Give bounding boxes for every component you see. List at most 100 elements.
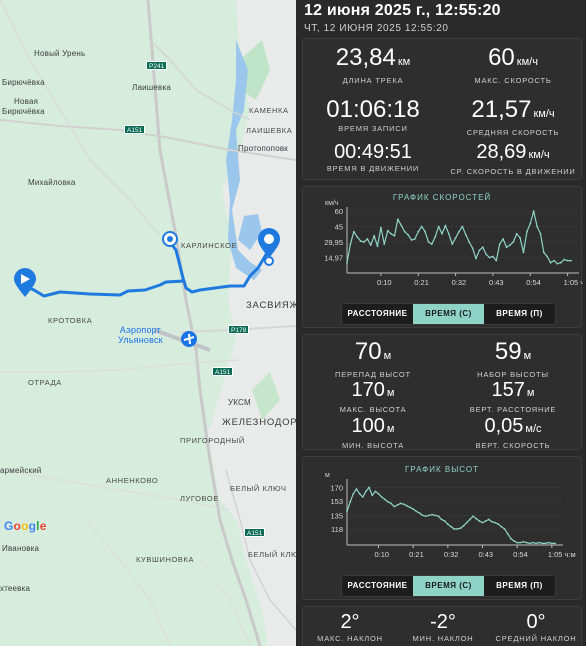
chart-point [546,255,549,258]
chart-point [358,492,361,495]
map-label-zasviyazh: ЗАСВИЯЖ [246,300,296,311]
google-logo-letter: g [28,519,37,533]
speed-toggle-distance[interactable]: РАССТОЯНИЕ [347,309,408,318]
chart-x-tick-label: 0:21 [414,278,429,287]
chart-point [427,241,430,243]
chart-point [532,541,534,544]
chart-point [437,515,440,518]
chart-point [451,243,454,245]
chart-point [519,541,522,544]
stat-avg-slope: 0° СРЕДНИЙ НАКЛОН [495,611,577,643]
chart-point [494,521,496,524]
map-label-protopopovka: Протопоповк [238,144,289,153]
chart-point [528,542,531,545]
chart-point [478,520,481,522]
chart-point [492,255,494,258]
chart-point [503,528,506,530]
chart-point [352,230,355,233]
chart-point [356,236,359,238]
map-label-otrada: ОТРАДА [28,378,62,387]
chart-point [417,230,420,233]
chart-point [522,540,525,543]
chart-point [522,251,525,254]
chart-point [497,523,500,526]
chart-point [420,225,423,228]
chart-point [371,494,374,497]
elevation-toggle-time-s[interactable]: ВРЕМЯ (С) [413,576,484,596]
chart-point [431,513,433,516]
end-marker-icon[interactable] [256,226,282,266]
chart-point [441,232,443,235]
chart-point [559,261,562,264]
chart-point [512,241,515,243]
map-label-karlinskoe: КАРЛИНСКОЕ [181,241,238,250]
chart-point [461,225,464,228]
chart-point [549,261,552,264]
chart-point [447,232,450,235]
chart-point [465,521,468,524]
elevation-toggle-distance[interactable]: РАССТОЯНИЕ [347,581,408,590]
chart-point [365,490,367,493]
chart-point [376,245,379,248]
chart-x-tick-label: 0:43 [479,550,494,559]
road-shield-p241: P241 [146,61,168,70]
chart-point [361,496,364,498]
chart-point [380,226,382,229]
chart-point [458,230,460,233]
chart-point [430,243,433,245]
map-label-airport: Аэропорт Ульяновск [118,325,163,345]
stat-vert-distance: 157 м ВЕРТ. РАССТОЯНИЕ [469,379,557,414]
chart-point [469,518,471,521]
chart-point [475,517,478,520]
chart-point [491,520,493,523]
chart-unit-label: км/ч [325,200,339,207]
stat-elevation-gain: 59 м НАБОР ВЫСОТЫ [477,338,549,380]
map-label-bely-klyuch-2: БЕЛЫЙ КЛЮЧ [248,550,296,559]
chart-point [454,237,457,239]
chart-point [542,251,545,254]
chart-point [535,542,537,545]
chart-point [481,246,484,249]
chart-y-tick-label: 153 [330,497,343,506]
google-logo-letter: e [39,519,47,533]
waypoint-marker-icon[interactable] [161,230,179,248]
elevation-toggle-time-p[interactable]: ВРЕМЯ (П) [496,581,543,590]
start-marker-icon[interactable] [12,268,38,298]
road-shield-p178: P178 [228,325,250,334]
speed-toggle-time-p[interactable]: ВРЕМЯ (П) [496,309,543,318]
google-logo-letter: o [13,519,22,533]
chart-x-tick-label: 0:32 [452,278,467,287]
chart-point [500,525,503,528]
chart-point [440,518,443,521]
chart-point [377,492,380,495]
chart-x-tick-label: 0:54 [526,278,541,287]
google-logo-letter: o [21,519,29,533]
google-logo-letter: G [4,519,14,533]
map-label-bely-klyuch: БЕЛЫЙ КЛЮЧ [230,484,287,493]
chart-point [478,249,481,252]
track-stats-panel[interactable]: 12 июня 2025 г., 12:55:20 ЧТ, 12 ИЮНЯ 20… [296,0,586,646]
chart-point [519,237,521,239]
chart-point [399,502,402,505]
chart-point [456,528,459,530]
chart-point [346,510,348,513]
stat-max-slope: 2° МАКС. НАКЛОН [317,611,383,643]
chart-point [349,500,352,503]
chart-y-tick-label: 45 [335,223,343,232]
stat-min-height: 100 м МИН. ВЫСОТА [341,415,405,450]
chart-point [400,224,403,227]
chart-point [570,259,572,262]
speed-chart-toggle: РАССТОЯНИЕ ВРЕМЯ (С) ВРЕМЯ (П) [341,303,556,325]
chart-point [380,496,383,498]
chart-point [453,528,456,530]
chart-point [513,540,515,542]
speed-chart[interactable]: км/ч60 45 29,95 14,97 0:10 0:21 0:32 0:43 0:54 1:… [303,187,583,289]
map-label-krotovka: КРОТОВКА [48,316,93,325]
speed-toggle-time-s[interactable]: ВРЕМЯ (С) [413,304,484,324]
chart-x-tick-label: 0:32 [444,550,459,559]
map-view[interactable]: Новый Урень Бирючёвка Новая Бирючёвка Ла… [0,0,296,646]
map-label-annenkovo: АННЕНКОВО [106,476,159,485]
chart-x-tick-label: 0:43 [489,278,504,287]
chart-point [428,514,430,517]
